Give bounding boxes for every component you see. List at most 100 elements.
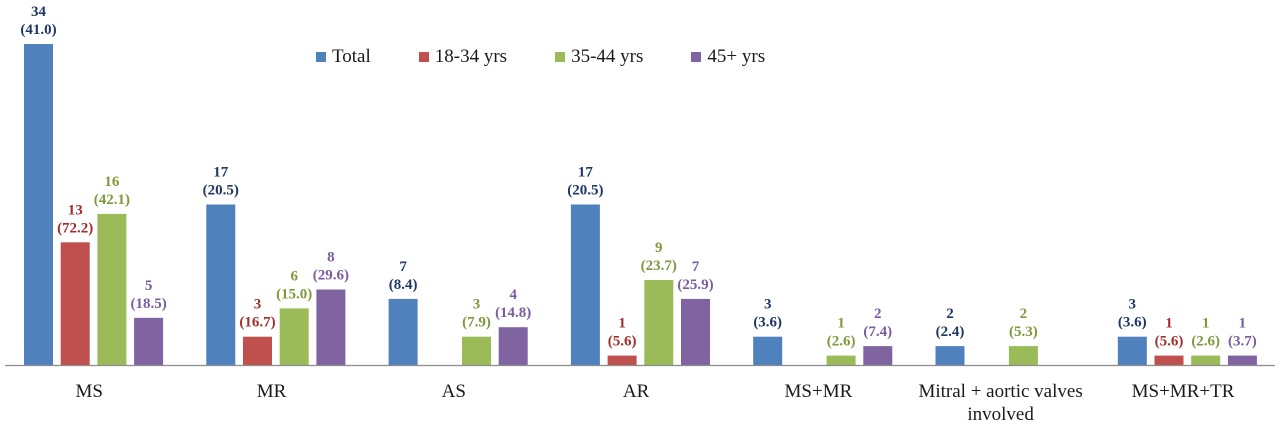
data-label-percent-35-44-yrs-mr: (15.0) xyxy=(276,286,312,302)
category-label-ms-mr-tr: MS+MR+TR xyxy=(1132,380,1235,403)
category-label-ms-line-1: MS xyxy=(75,381,103,402)
category-label-as: AS xyxy=(442,380,466,403)
legend: Total 18-34 yrs 35-44 yrs 45+ yrs xyxy=(316,46,813,68)
data-label-count-18-34-yrs-ar: 1 xyxy=(618,316,626,332)
bar-18-34-yrs-mr xyxy=(243,336,272,365)
data-label-percent-18-34-yrs-ar: (5.6) xyxy=(608,334,637,350)
bar-total-ms-mr xyxy=(753,336,783,365)
bar-45-yrs-ms-mr-tr xyxy=(1227,355,1257,365)
category-label-mitral-aortic-line-1: Mitral + aortic valves xyxy=(918,381,1083,402)
data-label-percent-45-yrs-ar: (25.9) xyxy=(677,277,713,293)
data-label-percent-45-yrs-ms-mr-tr: (3.7) xyxy=(1228,334,1257,350)
bar-18-34-yrs-ms xyxy=(60,242,90,365)
category-label-mr-line-1: MR xyxy=(256,381,287,402)
category-label-ms-mr-line-1: MS+MR xyxy=(784,381,853,402)
data-label-percent-35-44-yrs-ms: (42.1) xyxy=(94,192,130,208)
bar-18-34-yrs-ar xyxy=(607,355,637,365)
data-label-count-total-as: 7 xyxy=(399,259,407,275)
legend-item-45-plus: 45+ yrs xyxy=(691,46,765,68)
category-label-mitral-aortic: Mitral + aortic valves involved xyxy=(918,380,1082,426)
category-label-ms-mr: MS+MR xyxy=(785,380,853,403)
data-label-count-35-44-yrs-ms: 16 xyxy=(104,174,120,190)
data-label-percent-35-44-yrs-ar: (23.7) xyxy=(641,258,677,274)
data-label-count-45-yrs-ar: 7 xyxy=(692,259,700,275)
data-label-percent-total-as: (8.4) xyxy=(389,277,418,293)
data-label-percent-45-yrs-ms-mr: (7.4) xyxy=(863,324,892,340)
bar-total-ms-mr-tr xyxy=(1117,336,1147,365)
data-label-percent-18-34-yrs-ms: (72.2) xyxy=(57,220,93,236)
data-label-count-total-ms: 34 xyxy=(31,4,47,20)
data-label-percent-total-ms-mr: (3.6) xyxy=(753,315,782,331)
category-label-mitral-aortic-line-2: involved xyxy=(967,404,1034,425)
data-label-count-35-44-yrs-ms-mr: 1 xyxy=(837,316,845,332)
category-label-ms-mr-tr-line-1: MS+MR+TR xyxy=(1131,381,1235,402)
data-label-count-45-yrs-ms-mr-tr: 1 xyxy=(1239,316,1247,332)
data-label-count-45-yrs-mr: 8 xyxy=(327,250,335,266)
bar-total-as xyxy=(388,298,418,365)
legend-swatch-total xyxy=(316,52,326,62)
data-label-count-35-44-yrs-mr: 6 xyxy=(290,268,298,284)
bar-total-ms xyxy=(24,44,53,365)
legend-label-35-44: 35-44 yrs xyxy=(571,46,644,67)
data-label-percent-35-44-yrs-as: (7.9) xyxy=(462,315,491,331)
category-label-as-line-1: AS xyxy=(441,381,466,402)
data-label-count-total-ms-mr-tr: 3 xyxy=(1129,297,1137,313)
data-label-percent-total-mitral-aortic-valves-involved: (2.4) xyxy=(936,324,965,340)
category-label-mr: MR xyxy=(257,380,287,403)
bar-35-44-yrs-ar xyxy=(644,280,674,365)
data-label-count-35-44-yrs-mitral-aortic-valves-involved: 2 xyxy=(1020,306,1028,322)
data-label-count-18-34-yrs-ms: 13 xyxy=(68,202,83,218)
bar-45-yrs-mr xyxy=(316,289,346,365)
bar-18-34-yrs-ms-mr-tr xyxy=(1154,355,1184,365)
legend-label-45-plus: 45+ yrs xyxy=(707,46,766,67)
data-label-percent-total-ms-mr-tr: (3.6) xyxy=(1118,315,1147,331)
bar-35-44-yrs-ms-mr xyxy=(826,355,856,365)
legend-label-total: Total xyxy=(332,46,371,67)
legend-label-18-34: 18-34 yrs xyxy=(434,46,508,67)
data-label-percent-18-34-yrs-ms-mr-tr: (5.6) xyxy=(1155,334,1184,350)
bar-35-44-yrs-as xyxy=(462,336,491,365)
bar-45-yrs-ms-mr xyxy=(863,346,893,365)
legend-item-total: Total xyxy=(316,46,371,68)
legend-swatch-45-plus xyxy=(691,52,702,62)
bar-total-mitral-aortic-valves-involved xyxy=(935,346,965,365)
data-label-count-45-yrs-as: 4 xyxy=(509,287,517,303)
data-label-percent-total-ms: (41.0) xyxy=(20,22,56,38)
bar-35-44-yrs-mitral-aortic-valves-involved xyxy=(1008,346,1038,365)
data-label-count-total-ms-mr: 3 xyxy=(764,297,772,313)
data-label-count-total-mr: 17 xyxy=(213,165,229,181)
category-label-ar-line-1: AR xyxy=(622,381,650,402)
legend-item-18-34: 18-34 yrs xyxy=(418,46,508,68)
bar-45-yrs-ar xyxy=(681,298,710,365)
legend-swatch-18-34 xyxy=(418,52,429,62)
bar-45-yrs-as xyxy=(498,327,528,365)
data-label-count-total-mitral-aortic-valves-involved: 2 xyxy=(946,306,954,322)
bar-35-44-yrs-mr xyxy=(279,308,309,365)
data-label-percent-45-yrs-mr: (29.6) xyxy=(313,268,349,284)
legend-item-35-44: 35-44 yrs xyxy=(555,46,643,68)
data-label-count-35-44-yrs-as: 3 xyxy=(473,297,481,313)
data-label-percent-35-44-yrs-mitral-aortic-valves-involved: (5.3) xyxy=(1009,324,1038,340)
data-label-percent-35-44-yrs-ms-mr-tr: (2.6) xyxy=(1191,334,1220,350)
data-label-count-45-yrs-ms-mr: 2 xyxy=(874,306,882,322)
data-label-count-35-44-yrs-ms-mr-tr: 1 xyxy=(1202,316,1210,332)
bar-total-mr xyxy=(206,204,236,365)
data-label-percent-35-44-yrs-ms-mr: (2.6) xyxy=(827,334,856,350)
data-label-percent-total-mr: (20.5) xyxy=(203,183,239,199)
data-label-count-45-yrs-ms: 5 xyxy=(145,278,153,294)
data-label-count-total-ar: 17 xyxy=(578,165,594,181)
bar-35-44-yrs-ms-mr-tr xyxy=(1191,355,1221,365)
data-label-count-35-44-yrs-ar: 9 xyxy=(655,240,663,256)
data-label-percent-45-yrs-ms: (18.5) xyxy=(130,296,166,312)
data-label-percent-18-34-yrs-mr: (16.7) xyxy=(239,315,275,331)
category-label-ms: MS xyxy=(75,380,102,403)
category-label-ar: AR xyxy=(623,380,649,403)
bar-45-yrs-ms xyxy=(134,317,164,365)
legend-swatch-35-44 xyxy=(555,52,566,62)
data-label-percent-45-yrs-as: (14.8) xyxy=(495,305,531,321)
data-label-percent-total-ar: (20.5) xyxy=(567,183,603,199)
data-label-count-18-34-yrs-mr: 3 xyxy=(254,297,262,313)
bar-total-ar xyxy=(570,204,600,365)
